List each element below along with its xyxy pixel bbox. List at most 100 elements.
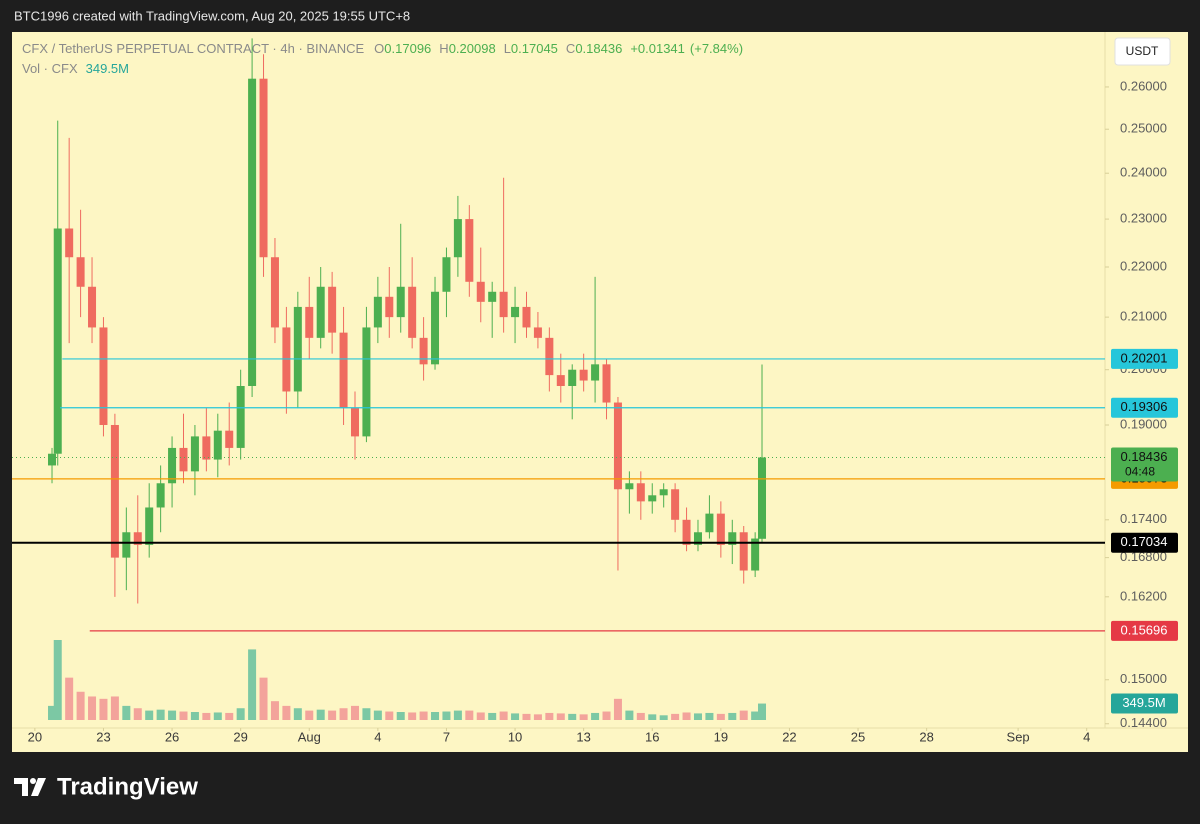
logo-mark bbox=[14, 778, 28, 796]
y-tick-label: 0.26000 bbox=[1120, 78, 1167, 93]
volume-bar bbox=[556, 713, 565, 720]
candle-body bbox=[465, 219, 474, 282]
change-pct: (+7.84%) bbox=[690, 41, 743, 56]
candle-body bbox=[396, 286, 405, 318]
x-tick-label: 23 bbox=[96, 729, 110, 744]
volume-bar bbox=[88, 696, 97, 720]
volume-bar bbox=[339, 708, 348, 720]
x-tick-label: 16 bbox=[645, 729, 659, 744]
countdown: 04:48 bbox=[1125, 465, 1155, 479]
candle-body bbox=[236, 385, 245, 448]
volume-bar bbox=[305, 710, 314, 720]
candle-body bbox=[716, 513, 725, 545]
volume-bar bbox=[476, 712, 485, 720]
candle-body bbox=[110, 424, 119, 558]
legend: CFX / TetherUS PERPETUAL CONTRACT · 4h ·… bbox=[22, 41, 743, 56]
y-tick-label: 0.17400 bbox=[1120, 511, 1167, 526]
candle-body bbox=[488, 291, 497, 302]
chart-background bbox=[12, 32, 1188, 752]
x-tick-label: 19 bbox=[714, 729, 728, 744]
candle-body bbox=[305, 306, 314, 338]
volume-value: 349.5M bbox=[86, 61, 129, 76]
candle-body bbox=[76, 257, 85, 287]
x-tick-label: 10 bbox=[508, 729, 522, 744]
volume-bar bbox=[591, 712, 600, 720]
candle-body bbox=[248, 78, 257, 386]
volume-title: Vol · CFX bbox=[22, 61, 78, 76]
candle-body bbox=[65, 228, 74, 258]
volume-bar bbox=[659, 715, 668, 720]
candle-body bbox=[705, 513, 714, 533]
price-label-box bbox=[1111, 620, 1178, 641]
volume-bar bbox=[751, 711, 760, 720]
change: +0.01341 bbox=[630, 41, 685, 56]
volume-bar bbox=[488, 712, 497, 720]
candle-body bbox=[636, 483, 645, 502]
volume-bar bbox=[579, 714, 588, 720]
candle-body bbox=[156, 483, 165, 508]
candle-body bbox=[568, 369, 577, 386]
candle-body bbox=[53, 228, 62, 454]
volume-bar bbox=[373, 710, 382, 720]
volume-bar bbox=[362, 708, 371, 720]
volume-bar bbox=[76, 691, 85, 720]
candle-body bbox=[408, 286, 417, 338]
footer-logo: TradingView bbox=[14, 773, 198, 800]
price-label-box bbox=[1111, 348, 1178, 369]
candle-body bbox=[133, 532, 142, 545]
currency-button-label[interactable]: USDT bbox=[1126, 44, 1159, 58]
candle-body bbox=[758, 457, 767, 539]
volume-bar bbox=[133, 708, 142, 720]
volume-bar bbox=[110, 696, 119, 720]
price-label: 0.15696 bbox=[1121, 622, 1168, 637]
candle-body bbox=[419, 337, 428, 365]
volume-bar bbox=[122, 705, 131, 720]
candle-body bbox=[179, 447, 188, 472]
y-tick-label: 0.23000 bbox=[1120, 211, 1167, 226]
volume-bar bbox=[625, 710, 634, 720]
candle-body bbox=[671, 489, 680, 520]
volume-bar bbox=[739, 710, 748, 720]
x-tick-label: 25 bbox=[851, 729, 865, 744]
candle-body bbox=[48, 453, 57, 466]
price-label: 0.20201 bbox=[1121, 350, 1168, 365]
attribution: BTC1996 created with TradingView.com, Au… bbox=[14, 8, 410, 23]
y-tick-label: 0.25000 bbox=[1120, 121, 1167, 136]
candle-body bbox=[545, 337, 554, 376]
price-label-box bbox=[1111, 397, 1178, 418]
candle-body bbox=[693, 532, 702, 545]
volume-bar bbox=[442, 711, 451, 720]
volume-bar bbox=[465, 710, 474, 720]
volume-bar bbox=[636, 712, 645, 720]
price-label: 0.19306 bbox=[1121, 399, 1168, 414]
volume-bar bbox=[145, 710, 154, 720]
volume-bar bbox=[522, 713, 531, 720]
candle-body bbox=[99, 327, 108, 425]
currency-button[interactable] bbox=[1114, 37, 1171, 66]
ohlc-key: H bbox=[439, 41, 448, 56]
candle-body bbox=[88, 286, 97, 328]
volume-bar bbox=[236, 708, 245, 720]
volume-bar bbox=[419, 711, 428, 720]
ohlc-value: 0.18436 bbox=[575, 41, 622, 56]
brand: TradingView bbox=[57, 773, 198, 800]
volume-bar bbox=[613, 698, 622, 720]
volume-bar bbox=[499, 711, 508, 720]
candle-body bbox=[385, 296, 394, 318]
volume-bar bbox=[179, 711, 188, 720]
volume-axis-label: 349.5M bbox=[1122, 695, 1165, 710]
candle-body bbox=[682, 519, 691, 545]
candle-body bbox=[270, 257, 279, 328]
ohlc-key: C bbox=[566, 41, 575, 56]
x-tick-label: 26 bbox=[165, 729, 179, 744]
ohlc-value: 0.17045 bbox=[511, 41, 558, 56]
x-tick-label: 28 bbox=[919, 729, 933, 744]
candle-body bbox=[648, 495, 657, 502]
candle-body bbox=[453, 219, 462, 258]
candle-body bbox=[225, 430, 234, 448]
volume-bar bbox=[728, 712, 737, 720]
volume-bar bbox=[545, 712, 554, 720]
volume-bar bbox=[602, 711, 611, 720]
candle-body bbox=[190, 436, 199, 472]
